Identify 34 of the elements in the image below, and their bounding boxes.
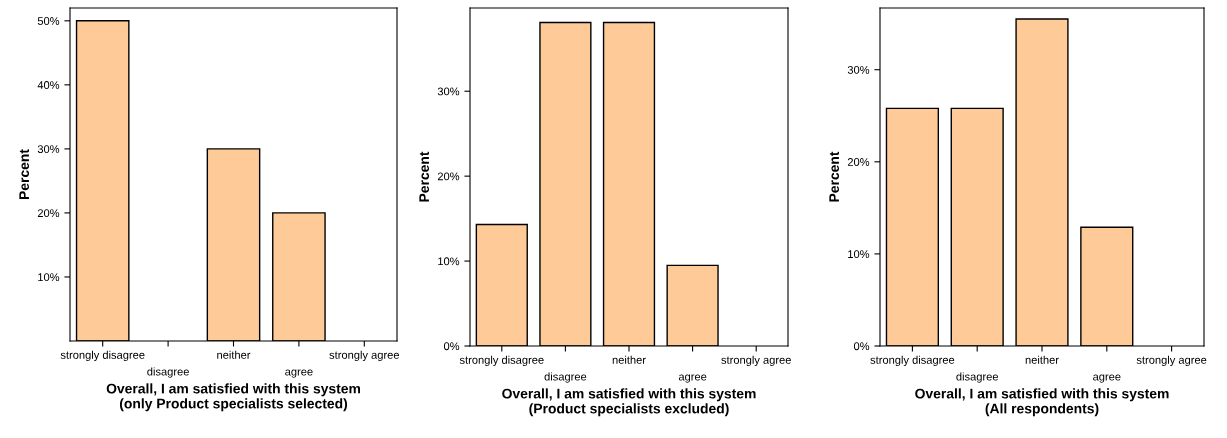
x-tick-label: neither	[612, 355, 646, 364]
x-tick-label: neither	[217, 350, 251, 359]
x-axis-title: Overall, I am satisfied with this system (only Product specialists selected)	[106, 383, 361, 412]
x-tick-label: neither	[1025, 355, 1059, 364]
x-tick-label: agree	[1093, 374, 1121, 383]
x-tick-label: strongly disagree	[459, 355, 544, 367]
y-axis-title: Percent	[419, 151, 430, 202]
y-tick-label: 20%	[37, 209, 60, 218]
y-tick-label: 10%	[848, 250, 870, 259]
x-tick-label: agree	[285, 369, 313, 378]
y-axis-title: Percent	[19, 149, 30, 200]
y-tick-label: 10%	[438, 257, 460, 266]
y-tick-label: 10%	[38, 273, 60, 282]
x-tick-label: disagree	[147, 367, 189, 378]
x-tick-label: agree	[678, 374, 707, 383]
y-axis-title: Percent	[829, 151, 840, 202]
x-tick-label: strongly disagree	[870, 355, 955, 367]
y-tick-label: 0%	[853, 342, 870, 351]
x-tick-label: strongly agree	[1136, 355, 1207, 367]
y-tick-label: 30%	[847, 65, 870, 74]
x-tick-label: disagree	[544, 372, 587, 383]
x-tick-label: strongly agree	[329, 350, 400, 362]
x-tick-label: strongly agree	[721, 355, 791, 367]
y-tick-label: 30%	[437, 87, 460, 96]
x-tick-label: disagree	[956, 372, 999, 383]
y-tick-label: 20%	[437, 172, 460, 181]
x-axis-title: Overall, I am satisfied with this system (All respondents)	[915, 388, 1169, 417]
y-tick-label: 20%	[847, 158, 870, 166]
x-axis-title: Overall, I am satisfied with this system (Product specialists excluded)	[502, 388, 756, 417]
y-tick-label: 40%	[37, 81, 60, 89]
x-tick-label: strongly disagree	[60, 350, 145, 362]
y-tick-label: 0%	[443, 342, 460, 351]
y-tick-label: 50%	[37, 17, 60, 25]
y-tick-label: 30%	[37, 145, 60, 154]
